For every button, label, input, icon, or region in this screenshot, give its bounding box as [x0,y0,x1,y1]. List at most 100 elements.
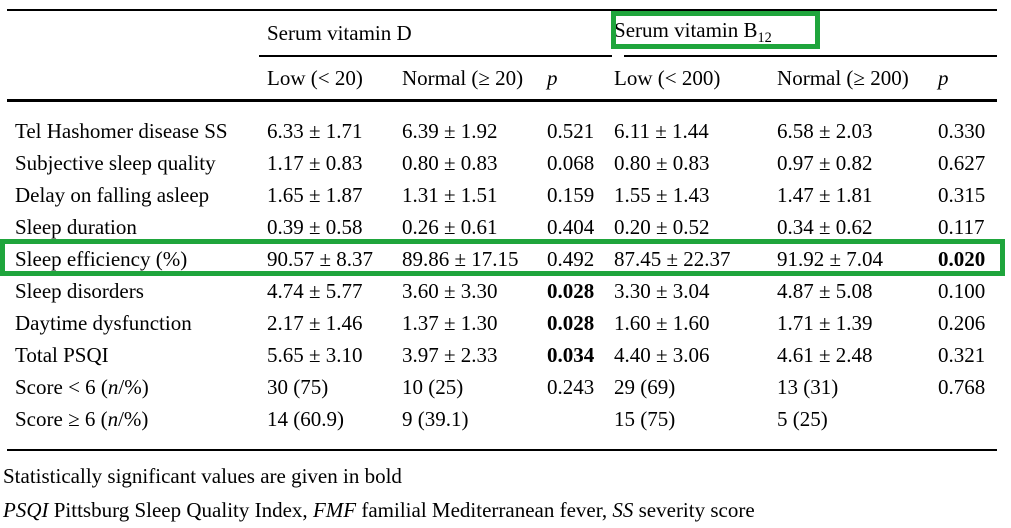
cell: 87.45 ± 22.37 [614,246,731,271]
cell: 0.521 [547,118,595,143]
col-header-b12-p: p [930,56,998,102]
cell: 0.068 [547,150,595,175]
table-body: Tel Hashomer disease SS 6.33 ± 1.71 6.39 ±… [7,101,998,451]
table-row: Sleep duration 0.39 ± 0.58 0.26 ± 0.61 0.40… [7,211,997,243]
cell: 0.321 [938,342,986,367]
col-header-d-low: Low (< 20) [259,56,394,102]
cell: 0.34 ± 0.62 [777,214,873,239]
row-label: Score < 6 (n/%) [15,374,149,399]
footnote-abbreviations: PSQI Pittsburg Sleep Quality Index, FMF … [3,498,755,522]
cell: 0.768 [938,374,986,399]
table-row: Subjective sleep quality 1.17 ± 0.83 0.80 … [7,147,997,179]
row-label: Subjective sleep quality [15,150,216,175]
col-header-d-normal: Normal (≥ 20) [394,56,539,102]
table-row: Sleep efficiency (%) 90.57 ± 8.37 89.86 ± … [7,243,997,275]
cell: 1.31 ± 1.51 [402,182,498,207]
cell: 0.97 ± 0.82 [777,150,873,175]
cell: 4.87 ± 5.08 [777,278,873,303]
cell: 0.315 [938,182,986,207]
cell: 1.17 ± 0.83 [267,150,363,175]
cell: 2.17 ± 1.46 [267,310,363,335]
row-label: Delay on falling asleep [15,182,210,207]
cell: 5 (25) [769,403,931,451]
footnote-significance: Statistically significant values are giv… [3,464,402,488]
cell: 3.60 ± 3.30 [402,278,498,303]
cell: 30 (75) [267,374,329,399]
cell: 0.39 ± 0.58 [267,214,363,239]
cell: 0.627 [938,150,986,175]
cell: 1.71 ± 1.39 [777,310,873,335]
cell: 0.80 ± 0.83 [402,150,498,175]
cell: 90.57 ± 8.37 [267,246,374,271]
cell: 15 (75) [606,403,770,451]
cell: 9 (39.1) [394,403,539,451]
subheader-row: Low (< 20) Normal (≥ 20) p Low (< 200) N… [7,56,998,102]
group-header-vitamin-b12: Serum vitamin B12 [606,9,998,57]
cell: 10 (25) [402,374,464,399]
cell: 0.117 [938,214,985,239]
cell: 1.65 ± 1.87 [267,182,363,207]
row-label: Sleep duration [15,214,137,239]
group-header-vitamin-b12-label: Serum vitamin B [614,18,758,43]
table-footnotes: Statistically significant values are giv… [3,459,1011,527]
group-header-vitamin-d-label: Serum vitamin D [267,20,412,45]
cell: 6.58 ± 2.03 [777,118,873,143]
row-label: Score ≥ 6 (n/%) [7,403,259,451]
table-row: Daytime dysfunction 2.17 ± 1.46 1.37 ± 1.3… [7,307,997,339]
cell: 1.37 ± 1.30 [402,310,498,335]
cell: 0.80 ± 0.83 [614,150,710,175]
cell: 0.159 [547,182,595,207]
row-label: Sleep disorders [15,278,144,303]
cell: 14 (60.9) [259,403,394,451]
row-label: Total PSQI [15,342,109,367]
cell: 89.86 ± 17.15 [402,246,519,271]
table-row: Sleep disorders 4.74 ± 5.77 3.60 ± 3.30 0.0… [7,275,997,307]
row-label: Tel Hashomer disease SS [15,118,228,143]
cell: 0.100 [938,278,986,303]
table-row: Total PSQI 5.65 ± 3.10 3.97 ± 2.33 0.034 4.4… [7,339,997,371]
stub-cell [7,56,259,102]
cell: 91.92 ± 7.04 [777,246,884,271]
cell: 1.60 ± 1.60 [614,310,710,335]
cell: 0.404 [547,214,595,239]
cell: 0.20 ± 0.52 [614,214,710,239]
cell: 0.020 [938,246,986,271]
cell: 6.11 ± 1.44 [614,118,709,143]
cell: 29 (69) [614,374,676,399]
cell: 6.33 ± 1.71 [267,118,363,143]
cell [539,403,607,451]
table-row: Score < 6 (n/%) 30 (75) 10 (25) 0.243 29 (69… [7,371,997,403]
col-header-d-p: p [539,56,607,102]
col-header-b12-normal: Normal (≥ 200) [769,56,931,102]
vitamin-b12-subscript: 12 [757,30,772,47]
cell: 4.74 ± 5.77 [267,278,363,303]
cell: 0.028 [547,310,595,335]
cell: 0.243 [547,374,595,399]
results-table: Serum vitamin D Serum vitamin B12 Low (<… [7,9,998,451]
cell: 0.26 ± 0.61 [402,214,498,239]
table-row: Delay on falling asleep 1.65 ± 1.87 1.31 ±… [7,179,997,211]
cell: 4.40 ± 3.06 [614,342,710,367]
cell: 0.330 [938,118,986,143]
cell [930,403,998,451]
cell: 13 (31) [777,374,839,399]
cell: 3.97 ± 2.33 [402,342,498,367]
cell: 1.55 ± 1.43 [614,182,710,207]
row-label: Sleep efficiency (%) [15,246,188,271]
stub-cell [7,9,259,56]
col-header-b12-low: Low (< 200) [606,56,770,102]
cell: 6.39 ± 1.92 [402,118,498,143]
group-header-vitamin-d: Serum vitamin D [259,9,607,57]
group-header-row: Serum vitamin D Serum vitamin B12 [7,9,998,57]
cell: 0.206 [938,310,986,335]
cell: 5.65 ± 3.10 [267,342,363,367]
cell: 4.61 ± 2.48 [777,342,873,367]
table-row: Tel Hashomer disease SS 6.33 ± 1.71 6.39 ±… [7,101,997,148]
cell: 3.30 ± 3.04 [614,278,710,303]
cell: 0.492 [547,246,595,271]
cell: 1.47 ± 1.81 [777,182,873,207]
cell: 0.034 [547,342,595,367]
cell: 0.028 [547,278,595,303]
table-row: Score ≥ 6 (n/%) 14 (60.9) 9 (39.1) 15 (75) 5… [7,403,998,451]
